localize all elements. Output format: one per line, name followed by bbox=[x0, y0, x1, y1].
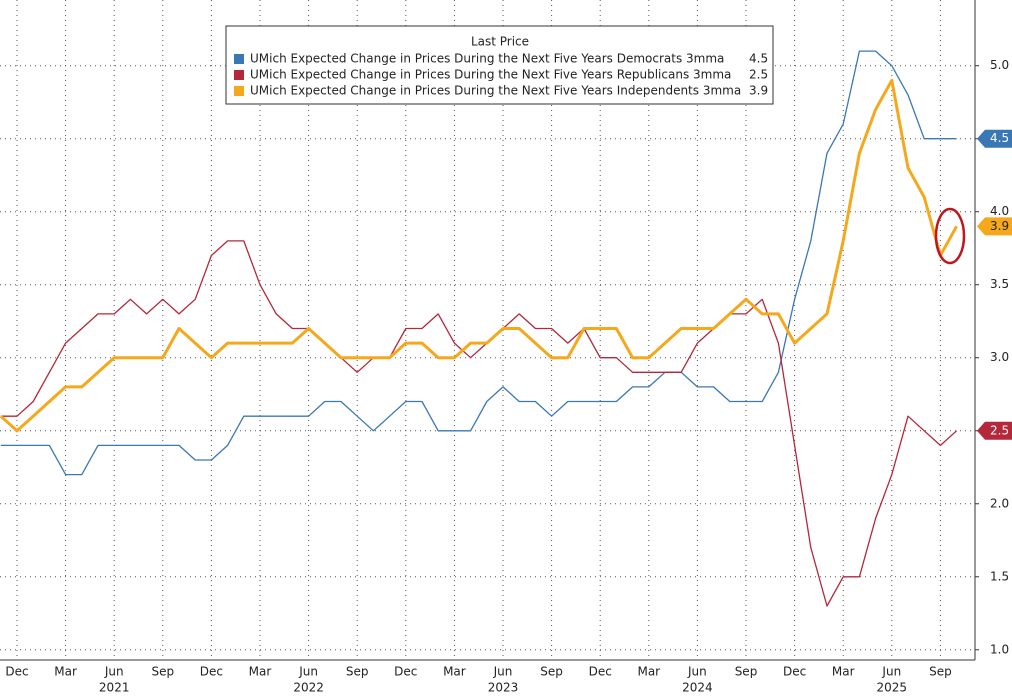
x-tick-label: Mar bbox=[54, 665, 77, 679]
legend: Last Price UMich Expected Change in Pric… bbox=[225, 25, 774, 105]
last-value-tag bbox=[977, 217, 1012, 236]
year-label: 2023 bbox=[488, 681, 519, 695]
highlight-circle bbox=[934, 207, 966, 265]
lines bbox=[0, 50, 958, 607]
x-tick-label: Dec bbox=[394, 665, 417, 679]
x-tick-label: Mar bbox=[249, 665, 272, 679]
y-tick-label: 3.5 bbox=[990, 277, 1009, 291]
x-tick-label: Dec bbox=[5, 665, 28, 679]
x-tick-label: Jun bbox=[881, 665, 901, 679]
series-line bbox=[0, 240, 958, 607]
last-value-tag bbox=[977, 129, 1012, 148]
last-value-label: 2.5 bbox=[990, 423, 1009, 437]
x-tick-label: Jun bbox=[298, 665, 318, 679]
legend-title: Last Price bbox=[471, 35, 529, 49]
x-tick-label: Mar bbox=[832, 665, 855, 679]
x-tick-label: Sep bbox=[151, 665, 174, 679]
legend-swatch bbox=[234, 54, 244, 64]
y-tick-label: 5.0 bbox=[990, 58, 1009, 72]
x-tick-label: Mar bbox=[637, 665, 660, 679]
x-tick-label: Sep bbox=[346, 665, 369, 679]
y-tick-label: 4.0 bbox=[990, 204, 1009, 218]
last-value-tag bbox=[977, 421, 1012, 440]
x-tick-label: Mar bbox=[443, 665, 466, 679]
legend-label: UMich Expected Change in Prices During t… bbox=[250, 68, 731, 82]
legend-swatch bbox=[234, 70, 244, 80]
x-tick-label: Jun bbox=[687, 665, 707, 679]
series-line bbox=[0, 78, 958, 433]
last-value-label: 3.9 bbox=[990, 219, 1009, 233]
year-label: 2024 bbox=[682, 681, 713, 695]
x-tick-label: Dec bbox=[783, 665, 806, 679]
x-tick-label: Dec bbox=[589, 665, 612, 679]
y-tick-label: 2.0 bbox=[990, 496, 1009, 510]
x-tick-label: Sep bbox=[540, 665, 563, 679]
legend-box bbox=[225, 25, 774, 105]
year-label: 2021 bbox=[99, 681, 130, 695]
year-label: 2022 bbox=[293, 681, 324, 695]
legend-value: 3.9 bbox=[749, 84, 768, 98]
legend-value: 2.5 bbox=[749, 68, 768, 82]
y-tick-label: 3.0 bbox=[990, 350, 1009, 364]
x-tick-label: Sep bbox=[929, 665, 952, 679]
x-tick-label: Jun bbox=[493, 665, 513, 679]
year-label: 2025 bbox=[877, 681, 908, 695]
y-tick-label: 1.5 bbox=[990, 569, 1009, 583]
legend-label: UMich Expected Change in Prices During t… bbox=[250, 84, 741, 98]
series-line bbox=[0, 50, 957, 476]
legend-value: 4.5 bbox=[749, 52, 768, 66]
y-tick-label: 1.0 bbox=[990, 642, 1009, 656]
last-value-label: 4.5 bbox=[990, 131, 1009, 145]
legend-swatch bbox=[234, 86, 244, 96]
x-tick-label: Dec bbox=[200, 665, 223, 679]
x-tick-label: Sep bbox=[735, 665, 758, 679]
legend-label: UMich Expected Change in Prices During t… bbox=[250, 52, 724, 66]
x-tick-label: Jun bbox=[104, 665, 124, 679]
